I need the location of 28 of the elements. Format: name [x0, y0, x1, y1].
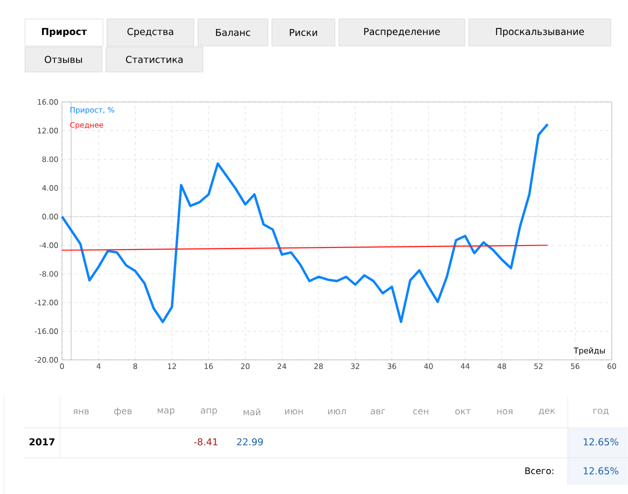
text: Прирост [42, 28, 87, 37]
text: ноя [497, 409, 512, 414]
text: июл [328, 409, 346, 414]
text: Средства [127, 28, 174, 37]
text: июн [285, 409, 303, 414]
text: май [244, 408, 260, 416]
text: мар [158, 408, 174, 416]
text: год [593, 408, 609, 415]
text: Распределение [364, 28, 440, 37]
text: Статистика [126, 56, 183, 64]
text: 2017 [30, 438, 54, 446]
text: Проскальзывание [496, 28, 584, 37]
text: фев [114, 408, 132, 416]
text: Риски [290, 28, 318, 36]
text: янв [73, 409, 89, 414]
text: 22.99 [237, 438, 263, 446]
text: Отзывы [44, 56, 82, 64]
text: сен [413, 409, 428, 414]
text: дек [538, 408, 556, 415]
text: Баланс [216, 28, 250, 36]
text: 12.65% [584, 438, 618, 446]
text: -8.41 [194, 438, 218, 446]
text: Всего: [525, 468, 554, 474]
line-series [60, 122, 549, 324]
text: 12.65% [584, 467, 618, 474]
text: окт [455, 409, 471, 414]
text: апр [200, 408, 217, 416]
text: авг [370, 409, 386, 414]
